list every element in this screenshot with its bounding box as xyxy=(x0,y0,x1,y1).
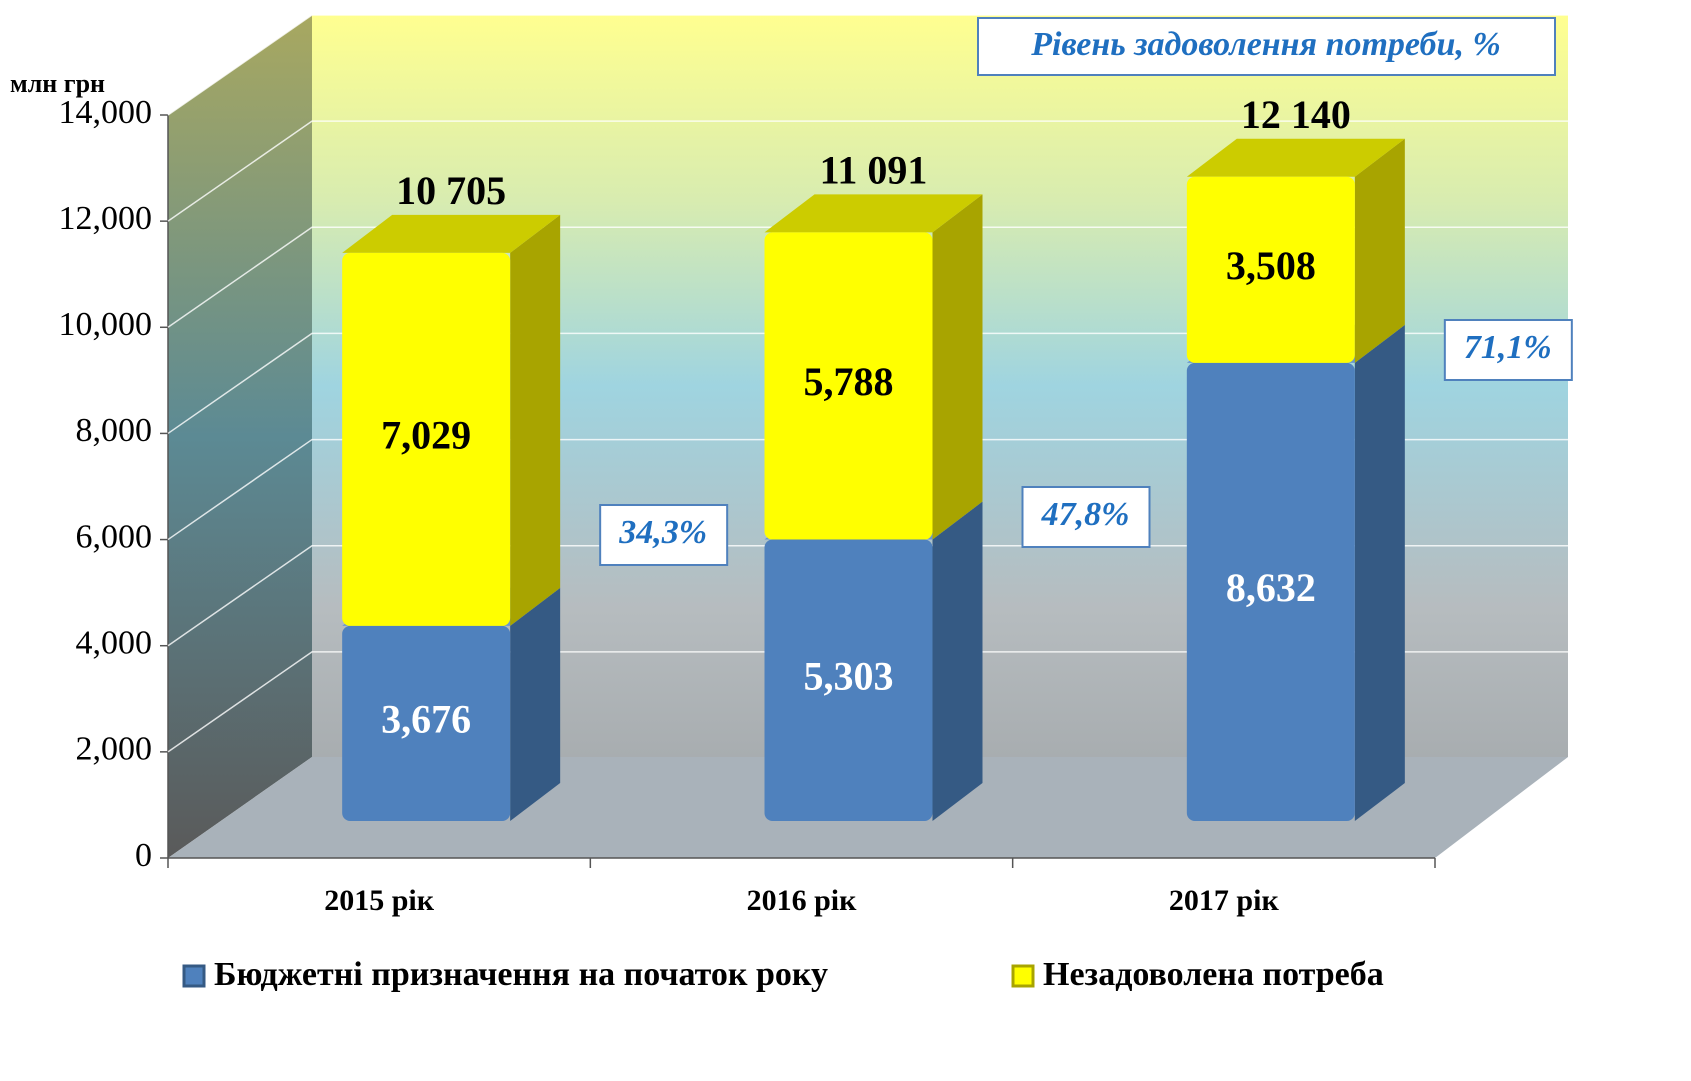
bar-side xyxy=(510,214,561,626)
ratio-label: 47,8% xyxy=(1041,496,1130,533)
x-tick-label: 2016 рік xyxy=(747,884,858,917)
bar-top xyxy=(764,194,983,233)
total-label: 11 091 xyxy=(820,148,928,193)
bar-side xyxy=(932,194,983,540)
grid-line xyxy=(167,651,1568,753)
bar xyxy=(342,625,511,821)
bar-top xyxy=(1186,138,1405,177)
total-label: 12 140 xyxy=(1241,92,1351,137)
ratio-title-box xyxy=(977,17,1556,76)
grid-line xyxy=(167,226,1568,328)
y-tick-label: 10,000 xyxy=(59,306,153,343)
bar xyxy=(342,252,511,626)
bar-top xyxy=(342,214,561,253)
grid-line xyxy=(167,120,1568,222)
ratio-box xyxy=(1021,486,1151,548)
x-tick-label: 2015 рік xyxy=(324,884,435,917)
data-label: 5,788 xyxy=(804,359,894,404)
data-label: 7,029 xyxy=(381,413,471,458)
legend-label: Бюджетні призначення на початок року xyxy=(214,956,828,993)
grid-line xyxy=(167,438,1568,541)
x-tick-label: 2017 рік xyxy=(1169,884,1280,917)
ratio-label: 71,1% xyxy=(1464,329,1552,366)
y-tick-label: 4,000 xyxy=(76,625,153,662)
bar xyxy=(1186,176,1355,363)
y-tick-label: 2,000 xyxy=(76,731,153,768)
y-tick-label: 12,000 xyxy=(59,200,153,237)
bar xyxy=(1186,362,1355,821)
y-axis-title: млн грн xyxy=(10,69,105,98)
legend-label: Незадоволена потреба xyxy=(1043,956,1384,993)
y-tick-label: 8,000 xyxy=(76,412,153,449)
legend-swatch xyxy=(1011,964,1035,988)
data-label: 3,676 xyxy=(381,697,471,742)
ratio-label: 34,3% xyxy=(618,514,707,551)
bar xyxy=(764,232,933,540)
grid-line xyxy=(167,332,1568,435)
data-label: 5,303 xyxy=(804,653,894,698)
legend-swatch xyxy=(182,964,206,988)
bar-side xyxy=(510,587,561,821)
bar-side xyxy=(932,501,983,821)
bar-side xyxy=(1354,324,1405,821)
side-wall xyxy=(168,15,312,858)
bar xyxy=(764,539,933,821)
data-label: 3,508 xyxy=(1226,243,1316,288)
y-tick-label: 14,000 xyxy=(59,94,153,131)
ratio-title: Рівень задоволення потреби, % xyxy=(1030,26,1501,63)
bar-side xyxy=(1354,138,1405,363)
ratio-box xyxy=(1443,319,1573,381)
y-tick-label: 0 xyxy=(135,837,152,874)
grid-line xyxy=(167,14,1568,116)
y-tick-label: 6,000 xyxy=(76,518,153,555)
ratio-box xyxy=(599,504,729,566)
total-label: 10 705 xyxy=(396,168,506,213)
data-label: 8,632 xyxy=(1226,565,1316,610)
